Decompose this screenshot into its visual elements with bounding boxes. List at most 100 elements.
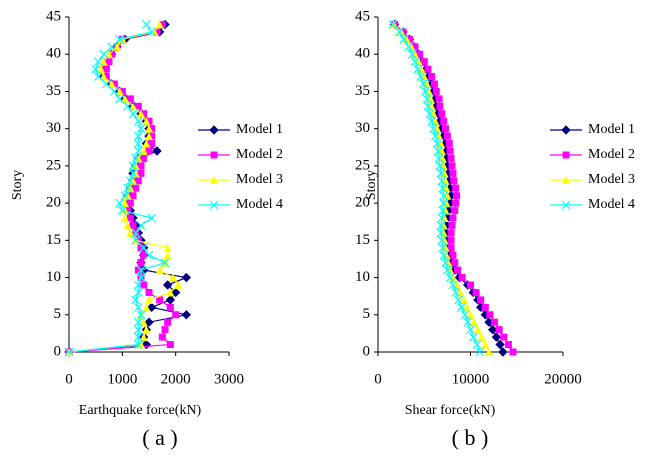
marker: [123, 191, 132, 200]
marker: [136, 124, 146, 134]
marker: [462, 303, 471, 312]
marker: [133, 280, 143, 290]
marker: [147, 27, 157, 37]
marker: [137, 162, 145, 170]
marker: [145, 132, 153, 141]
marker: [140, 251, 148, 259]
marker: [133, 146, 143, 156]
marker: [99, 57, 108, 66]
marker: [99, 49, 109, 59]
y-tick-label: 10: [46, 269, 61, 285]
marker: [432, 87, 440, 95]
legend-label: Model 1: [236, 122, 283, 137]
marker: [436, 102, 444, 110]
marker: [416, 50, 424, 58]
y-axis-label: Story: [10, 170, 25, 200]
marker: [463, 317, 473, 327]
legend-marker: [562, 151, 570, 159]
marker: [429, 124, 438, 134]
marker: [139, 147, 148, 155]
marker: [140, 154, 148, 162]
marker: [160, 258, 170, 268]
marker: [388, 20, 398, 29]
marker: [101, 79, 111, 89]
marker: [428, 73, 436, 81]
marker: [131, 161, 140, 170]
marker: [166, 303, 174, 311]
marker: [397, 27, 406, 36]
marker: [404, 42, 413, 52]
marker: [407, 49, 417, 59]
marker: [158, 20, 166, 28]
marker: [115, 87, 124, 96]
marker: [140, 281, 148, 289]
marker: [438, 206, 448, 215]
y-tick-label: 35: [46, 83, 61, 99]
marker: [441, 206, 450, 215]
marker: [442, 199, 451, 208]
y-tick-label: 5: [54, 306, 62, 322]
y-tick-label: 40: [46, 46, 61, 62]
marker: [131, 169, 140, 178]
marker: [126, 228, 135, 237]
marker: [128, 161, 138, 171]
marker: [137, 340, 145, 349]
marker: [449, 214, 457, 222]
marker: [109, 87, 119, 96]
marker: [93, 57, 103, 67]
marker: [437, 213, 447, 223]
marker: [454, 266, 462, 274]
marker: [128, 168, 138, 178]
marker: [144, 317, 154, 327]
marker: [145, 288, 153, 296]
marker: [133, 302, 143, 312]
marker: [509, 348, 517, 356]
marker: [477, 296, 485, 304]
marker: [139, 243, 149, 253]
legend-marker: [210, 151, 218, 159]
marker: [440, 214, 449, 222]
y-tick-label: 30: [355, 120, 370, 136]
marker: [410, 57, 420, 67]
marker: [500, 333, 508, 341]
y-tick-label: 25: [355, 157, 370, 173]
marker: [418, 79, 428, 89]
marker: [121, 206, 129, 215]
marker: [102, 65, 110, 73]
marker: [148, 125, 156, 133]
legend-marker: [210, 176, 218, 184]
marker: [430, 80, 438, 88]
marker: [148, 140, 156, 148]
marker: [477, 333, 486, 342]
marker: [454, 295, 463, 305]
marker: [133, 288, 143, 297]
marker: [142, 303, 151, 312]
marker: [133, 317, 143, 327]
y-tick-label: 30: [46, 120, 61, 136]
marker: [123, 221, 132, 230]
marker: [460, 310, 470, 320]
y-axis-label: Story: [364, 170, 379, 200]
marker: [456, 302, 466, 312]
marker: [141, 20, 151, 29]
y-tick-label: 45: [46, 8, 61, 24]
marker: [425, 109, 435, 119]
marker: [155, 266, 164, 275]
y-tick-label: 20: [46, 195, 61, 211]
x-tick-label: 1000: [107, 371, 137, 387]
caption: ( a ): [142, 425, 177, 450]
marker: [129, 176, 137, 185]
marker: [161, 326, 169, 334]
marker: [405, 35, 413, 43]
marker: [435, 161, 445, 171]
marker: [145, 117, 153, 125]
marker: [486, 311, 494, 319]
marker: [437, 235, 447, 245]
marker: [133, 139, 143, 148]
marker: [108, 50, 116, 58]
marker: [134, 177, 142, 185]
marker: [174, 281, 183, 289]
marker: [142, 117, 151, 126]
marker: [131, 154, 141, 163]
marker: [115, 198, 125, 208]
